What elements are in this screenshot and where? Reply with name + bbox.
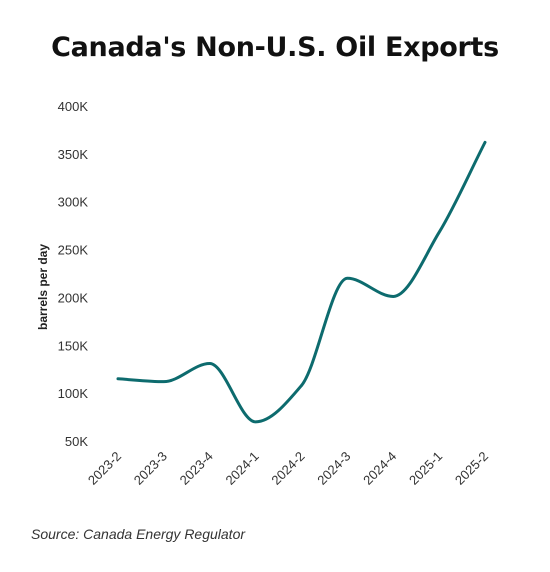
series-line — [116, 140, 487, 424]
x-tick-label: 2024-2 — [268, 449, 307, 488]
y-tick-label: 50K — [65, 434, 88, 449]
y-axis-label: barrels per day — [36, 244, 50, 330]
x-tick-label: 2025-2 — [452, 449, 491, 488]
x-tick-label: 2023-4 — [177, 449, 216, 488]
x-axis-ticks: 2023-2 2023-3 2023-4 2024-1 2024-2 2024-3 2024… — [85, 449, 491, 488]
y-tick-label: 100K — [58, 386, 89, 401]
x-tick-label: 2024-3 — [314, 449, 353, 488]
x-tick-label: 2023-2 — [85, 449, 124, 488]
y-tick-label: 300K — [58, 195, 89, 210]
y-tick-label: 350K — [58, 147, 89, 162]
x-tick-label: 2025-1 — [406, 449, 445, 488]
y-tick-label: 200K — [58, 290, 89, 305]
y-tick-label: 150K — [58, 338, 89, 353]
x-tick-label: 2024-1 — [223, 449, 262, 488]
source-note: Source: Canada Energy Regulator — [31, 526, 246, 542]
y-tick-label: 400K — [58, 99, 89, 114]
x-tick-label: 2024-4 — [360, 449, 399, 488]
y-axis-ticks: 400K 350K 300K 250K 200K 150K 100K 50K — [58, 99, 89, 449]
series-layer — [116, 140, 487, 424]
chart-title: Canada's Non-U.S. Oil Exports — [51, 32, 499, 63]
y-tick-label: 250K — [58, 243, 89, 258]
x-tick-label: 2023-3 — [131, 449, 170, 488]
